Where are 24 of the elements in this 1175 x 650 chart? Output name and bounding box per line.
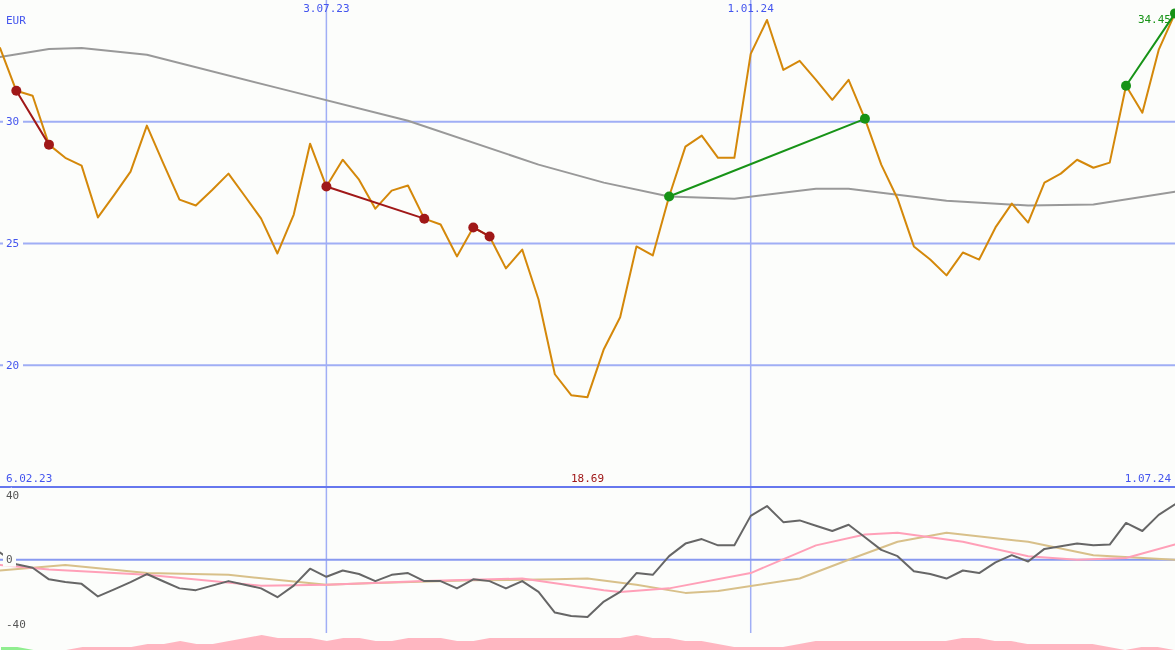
y-tick-label: 0: [6, 553, 13, 567]
annotation: 1.07.24: [1124, 472, 1172, 485]
y-tick-label: -40: [6, 617, 26, 631]
point: [468, 222, 479, 233]
y-axis-title: EUR: [6, 14, 27, 27]
annotation: 18.69: [570, 472, 605, 485]
point: [1121, 80, 1132, 91]
annotation: 6.02.23: [6, 472, 53, 485]
annotation: 34.45: [1137, 13, 1171, 27]
x-tick-label: 3.07.23: [303, 2, 350, 15]
point: [11, 85, 22, 96]
y-tick-label: 30: [6, 115, 20, 129]
point: [484, 231, 495, 242]
line-series: [0, 503, 1175, 619]
point: [664, 191, 675, 202]
line-series: [0, 46, 1175, 207]
y-tick-label: 20: [6, 358, 20, 372]
y-tick-label: 40: [6, 488, 20, 502]
point: [321, 181, 332, 192]
x-tick-label: 1.01.24: [727, 2, 775, 15]
point: [859, 113, 870, 124]
point: [419, 213, 430, 224]
y-tick-label: 25: [6, 237, 20, 250]
point: [43, 139, 54, 150]
